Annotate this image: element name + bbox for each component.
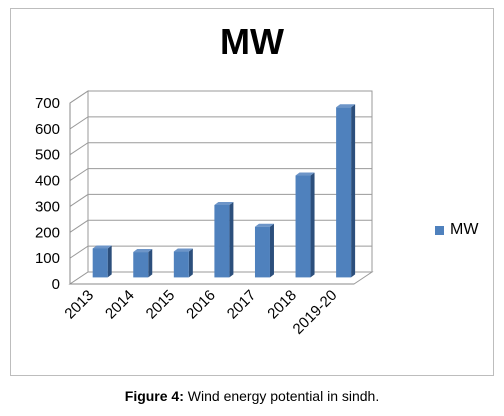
x-tick-label: 2018 bbox=[264, 287, 300, 323]
bar-top bbox=[336, 104, 356, 108]
bar bbox=[214, 205, 230, 278]
y-tick-label: 600 bbox=[35, 121, 60, 138]
bar-side bbox=[269, 223, 274, 278]
bar-side bbox=[310, 172, 315, 278]
gridline bbox=[69, 245, 372, 259]
figure-caption: Figure 4: Wind energy potential in sindh… bbox=[0, 388, 504, 404]
x-tick-label: 2014 bbox=[102, 287, 138, 323]
bar-top bbox=[295, 172, 315, 176]
y-tick-label: 200 bbox=[35, 224, 60, 241]
legend-swatch bbox=[435, 225, 444, 235]
x-tick-label: 2019-20 bbox=[290, 287, 341, 338]
bar bbox=[295, 175, 311, 278]
bar-side bbox=[229, 202, 234, 278]
gridline bbox=[69, 168, 372, 181]
bar bbox=[173, 251, 189, 278]
chart-title: MW bbox=[220, 21, 284, 62]
legend-label: MW bbox=[450, 221, 479, 238]
bar-top bbox=[133, 249, 153, 253]
bar-top bbox=[254, 223, 274, 227]
x-tick-label: 2017 bbox=[224, 287, 260, 323]
bar-top bbox=[92, 245, 112, 249]
bar bbox=[133, 252, 149, 278]
bar-side bbox=[351, 104, 356, 278]
caption-text: Wind energy potential in sindh. bbox=[187, 388, 380, 404]
bar-top bbox=[214, 202, 234, 205]
bar-side bbox=[188, 248, 193, 278]
bar bbox=[336, 107, 352, 278]
bar-top bbox=[173, 248, 193, 252]
y-tick-label: 100 bbox=[35, 250, 60, 267]
bar-side bbox=[107, 245, 112, 278]
y-tick-label: 0 bbox=[52, 276, 60, 293]
gridline bbox=[69, 219, 372, 233]
bar-side bbox=[148, 249, 153, 278]
gridline bbox=[69, 90, 372, 104]
x-tick-label: 2016 bbox=[183, 287, 219, 323]
side-wall bbox=[69, 90, 89, 285]
y-tick-label: 500 bbox=[35, 147, 60, 164]
gridline bbox=[69, 142, 372, 156]
gridline bbox=[69, 193, 372, 207]
y-tick-label: 400 bbox=[35, 173, 60, 190]
gridline bbox=[69, 116, 372, 130]
x-tick-label: 2015 bbox=[143, 287, 179, 323]
legend: MW bbox=[435, 221, 478, 239]
bar bbox=[254, 226, 270, 278]
caption-label: Figure 4: bbox=[124, 388, 184, 404]
bar bbox=[92, 248, 108, 278]
x-tick-label: 2013 bbox=[61, 287, 97, 323]
y-tick-label: 300 bbox=[35, 198, 60, 215]
y-tick-label: 700 bbox=[35, 95, 60, 112]
